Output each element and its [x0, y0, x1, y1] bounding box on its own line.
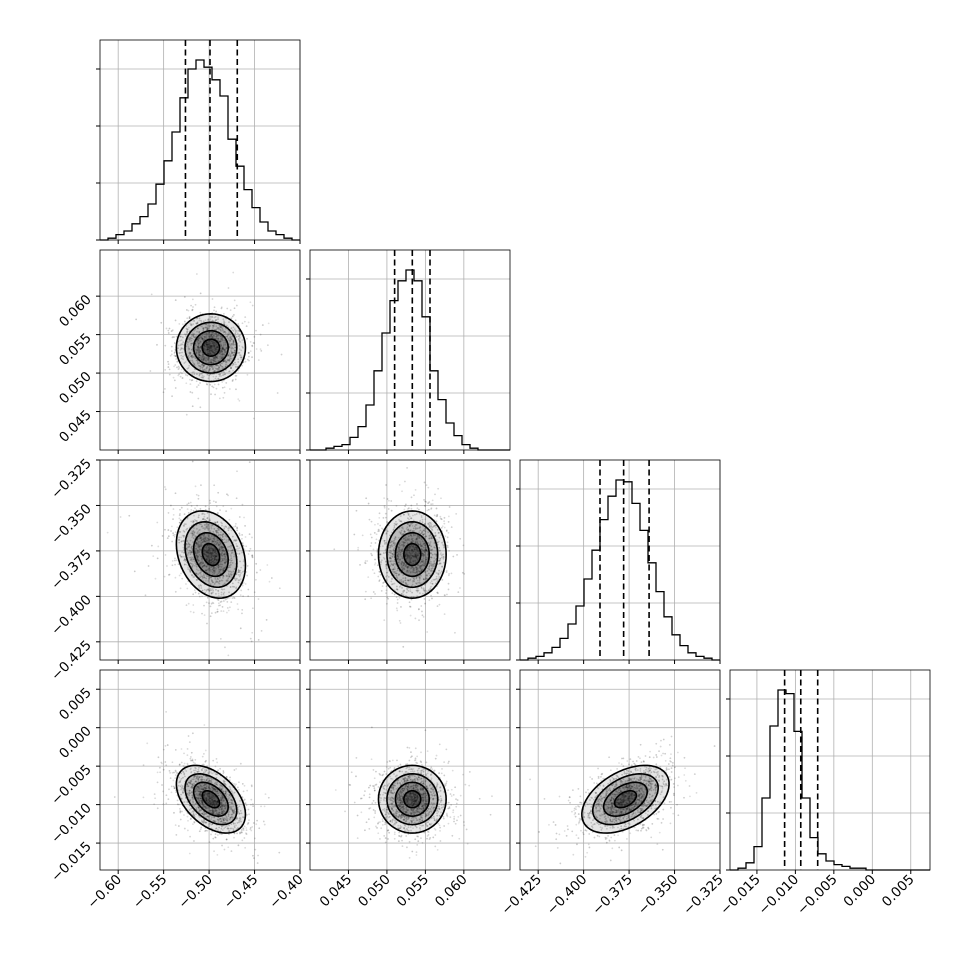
- hist-param-3-steps: [520, 479, 720, 661]
- panel-param-2-vs-param-1-ytick-label: 0.055: [56, 330, 95, 369]
- panel-param-3-vs-param-1-contour-0: [201, 542, 221, 567]
- hist-param-2-grid: [348, 250, 465, 450]
- panel-param-4-vs-param-1-xtick-label: −0.50: [175, 872, 216, 913]
- hist-param-4-frame: [729, 669, 931, 871]
- panel-param-2-vs-param-1-contour-1: [192, 329, 229, 366]
- hist-param-4-xtick-label: 0.000: [840, 872, 879, 911]
- panel-param-3-vs-param-1-density: [176, 510, 246, 599]
- panel-param-3-vs-param-1-ytick-label: −0.325: [48, 456, 95, 503]
- hist-param-4-ygrid: [730, 698, 930, 814]
- panel-param-4-vs-param-3-xtick-label: −0.375: [589, 872, 636, 919]
- panel-param-4-vs-param-3-contour-1: [602, 781, 649, 817]
- panel-param-4-vs-param-1-ytick-label: −0.005: [48, 762, 95, 809]
- hist-param-3-frame: [519, 459, 721, 661]
- panel-param-4-vs-param-1-xtick-label: −0.55: [130, 872, 171, 913]
- panel-param-3-vs-param-2-scatter: [333, 467, 466, 648]
- hist-param-4-xtick-label: −0.010: [756, 872, 803, 919]
- hist-param-4-xtick-label: −0.005: [794, 872, 841, 919]
- panel-param-2-vs-param-1-contour-0: [201, 338, 221, 357]
- hist-param-3-ygrid: [520, 488, 720, 604]
- panel-param-4-vs-param-1-contour-3: [175, 764, 247, 834]
- hist-param-2-ygrid: [310, 278, 510, 394]
- panel-param-4-vs-param-1-contour-0: [201, 789, 221, 809]
- panel-param-4-vs-param-3-xtick-label: −0.350: [635, 872, 682, 919]
- panel-param-3-vs-param-2-density: [378, 510, 447, 599]
- panel-param-3-vs-param-2-contour-3: [377, 510, 447, 599]
- panel-param-4-vs-param-3-xtick-label: −0.425: [498, 872, 545, 919]
- panel-param-2-vs-param-1-contour-2: [184, 321, 238, 374]
- hist-param-2-steps: [310, 269, 510, 451]
- panel-param-4-vs-param-3-contour-0: [613, 789, 638, 809]
- panel-param-2-vs-param-1-ytick-label: 0.060: [56, 292, 95, 331]
- panel-param-2-vs-param-1-contour-3: [175, 313, 247, 383]
- panel-param-4-vs-param-3-frame: [519, 669, 721, 871]
- panel-param-4-vs-param-3-density: [581, 765, 670, 834]
- panel-param-4-vs-param-2-grid: [310, 670, 510, 870]
- panel-param-4-vs-param-1-contour-2: [184, 773, 238, 826]
- panel-param-4-vs-param-2-contour-2: [386, 773, 439, 826]
- panel-param-3-vs-param-1-contour-1: [192, 531, 229, 578]
- panel-param-4-vs-param-1-xtick-label: −0.40: [266, 872, 307, 913]
- panel-param-4-vs-param-3-contour-2: [591, 773, 659, 826]
- panel-param-4-vs-param-1-frame: [99, 669, 301, 871]
- panel-param-4-vs-param-3-xtick-label: −0.400: [544, 872, 591, 919]
- hist-param-1-frame: [99, 39, 301, 241]
- hist-param-4-xtick-label: −0.015: [717, 872, 764, 919]
- panel-param-3-vs-param-1-frame: [99, 459, 301, 661]
- panel-param-4-vs-param-1-density: [176, 765, 246, 834]
- panel-param-3-vs-param-2-contour-1: [394, 531, 431, 578]
- hist-param-1-steps: [100, 59, 300, 241]
- panel-param-4-vs-param-1-ytick-label: −0.010: [48, 800, 95, 847]
- panel-param-4-vs-param-2-density: [378, 765, 447, 834]
- panel-param-3-vs-param-1-ytick-label: −0.425: [48, 637, 95, 684]
- panel-param-4-vs-param-3-grid: [520, 670, 721, 870]
- panel-param-4-vs-param-2-xtick-label: 0.050: [355, 872, 394, 911]
- panel-param-3-vs-param-2-contour-0: [403, 542, 422, 567]
- panel-param-3-vs-param-1-contour-2: [184, 521, 238, 589]
- panel-param-4-vs-param-2-frame: [309, 669, 511, 871]
- panel-param-2-vs-param-1-density: [176, 313, 246, 382]
- panel-param-4-vs-param-1-xtick-label: −0.60: [84, 872, 125, 913]
- panel-param-3-vs-param-1-ytick-label: −0.375: [48, 546, 95, 593]
- panel-param-4-vs-param-3-contour-3: [581, 764, 670, 834]
- panel-param-2-vs-param-1-frame: [99, 249, 301, 451]
- panel-param-2-vs-param-1-ytick-label: 0.045: [56, 407, 95, 446]
- panel-param-4-vs-param-2-contour-3: [377, 764, 447, 834]
- hist-param-2-frame: [309, 249, 511, 451]
- panel-param-3-vs-param-2-contour-2: [386, 521, 439, 589]
- hist-param-1-grid: [117, 40, 301, 240]
- panel-param-3-vs-param-1-ytick-label: −0.350: [48, 501, 95, 548]
- hist-param-4-steps: [730, 689, 930, 871]
- panel-param-4-vs-param-1-xtick-label: −0.45: [221, 872, 262, 913]
- panel-param-4-vs-param-1-ytick-label: 0.005: [56, 685, 95, 724]
- panel-param-4-vs-param-1-contour-1: [192, 781, 229, 817]
- panel-param-4-vs-param-3-xtick-label: −0.325: [680, 872, 727, 919]
- hist-param-3-grid: [537, 460, 721, 660]
- hist-param-1-ygrid: [100, 68, 300, 184]
- panel-param-2-vs-param-1-ytick-label: 0.050: [56, 369, 95, 408]
- panel-param-4-vs-param-2-xtick-label: 0.055: [394, 872, 433, 911]
- panel-param-4-vs-param-2-xtick-label: 0.045: [317, 872, 356, 911]
- hist-param-4-grid: [756, 670, 912, 870]
- panel-param-3-vs-param-1-ytick-label: −0.400: [48, 592, 95, 639]
- panel-param-3-vs-param-2-frame: [309, 459, 511, 661]
- panel-param-4-vs-param-2-xtick-label: 0.060: [432, 872, 471, 911]
- panel-param-4-vs-param-1-ytick-label: −0.015: [48, 839, 95, 886]
- panel-param-4-vs-param-2-contour-1: [394, 781, 431, 817]
- hist-param-4-xtick-label: 0.005: [879, 872, 918, 911]
- panel-param-3-vs-param-1-contour-3: [175, 510, 247, 599]
- panel-param-4-vs-param-2-contour-0: [403, 789, 422, 809]
- panel-param-4-vs-param-1-ytick-label: 0.000: [56, 723, 95, 762]
